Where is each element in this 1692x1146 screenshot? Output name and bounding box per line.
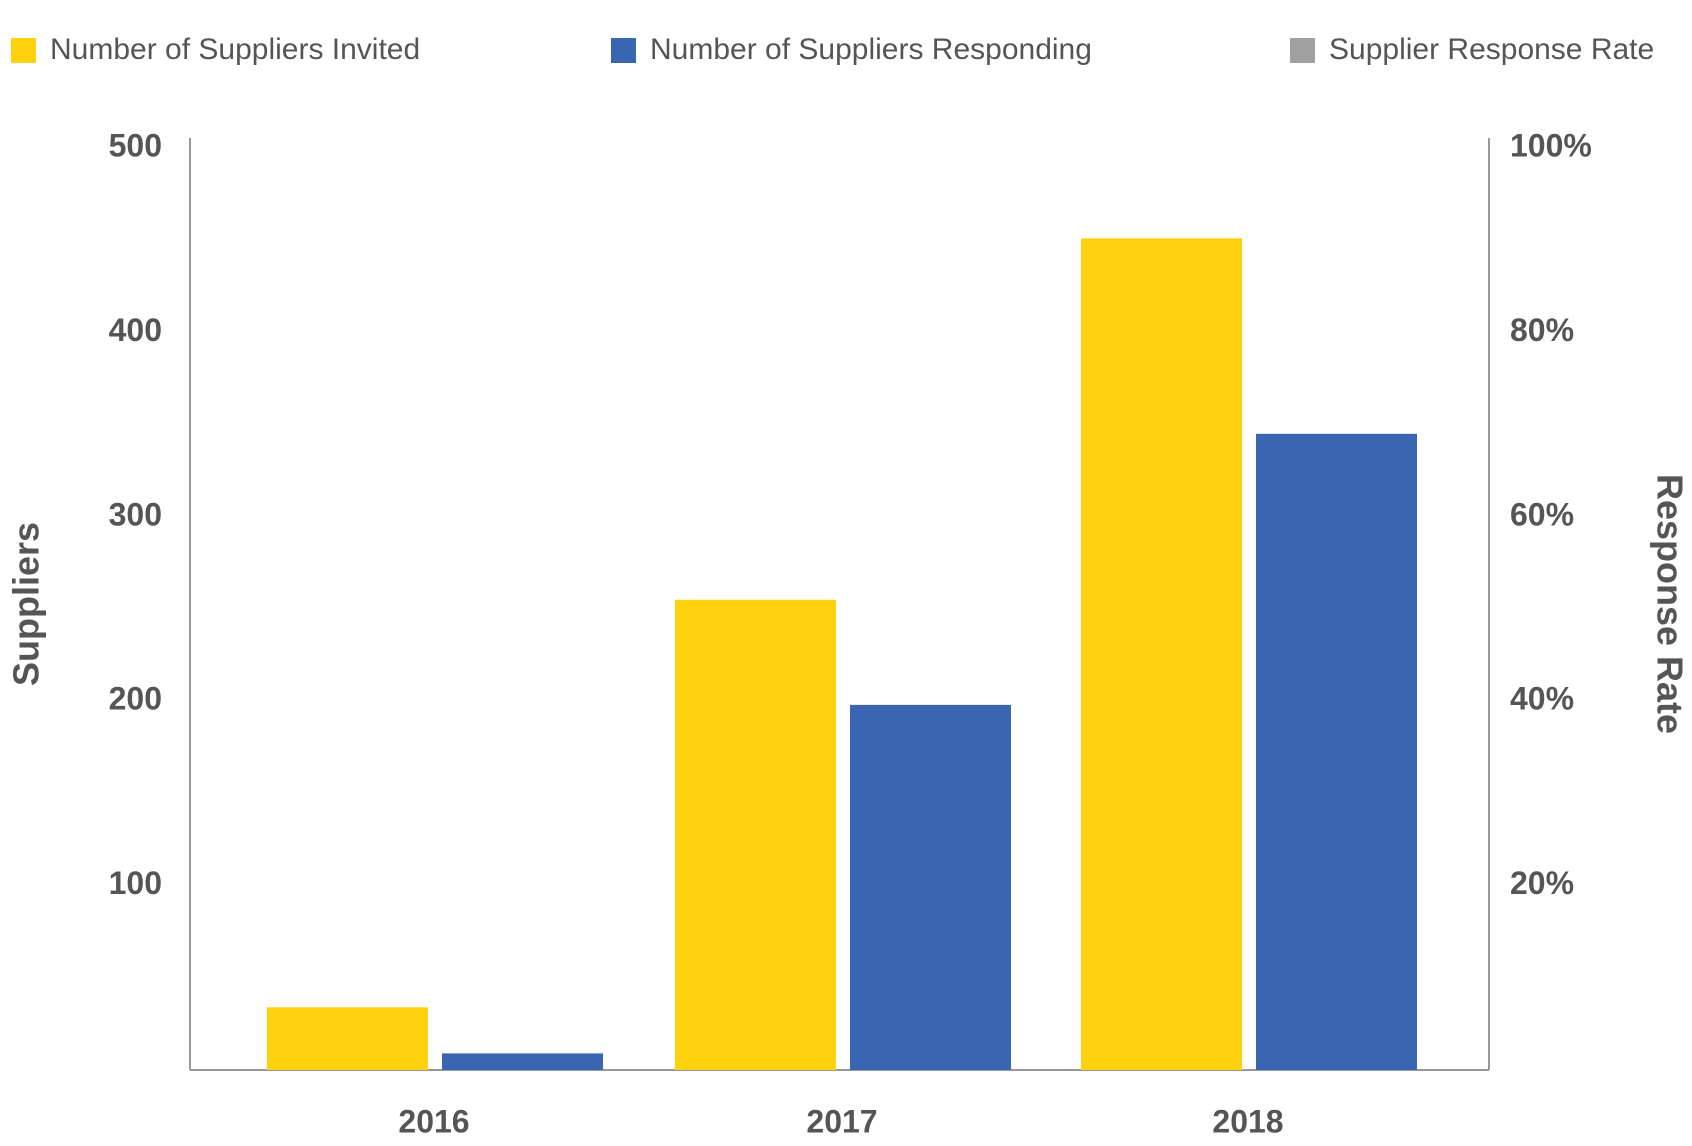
y-tick-label: 300 bbox=[109, 496, 162, 532]
legend-label: Number of Suppliers Responding bbox=[650, 33, 1092, 66]
y2-tick-label: 60% bbox=[1510, 496, 1574, 532]
x-tick-label: 2016 bbox=[398, 1103, 469, 1139]
legend-swatch bbox=[1290, 38, 1315, 63]
y-tick-label: 100 bbox=[109, 865, 162, 901]
y-tick-label: 400 bbox=[109, 312, 162, 348]
y2-tick-label: 80% bbox=[1510, 312, 1574, 348]
y-tick-label: 200 bbox=[109, 681, 162, 717]
y-tick-label: 500 bbox=[109, 127, 162, 163]
legend-label: Number of Suppliers Invited bbox=[50, 33, 420, 66]
legend-label: Supplier Response Rate bbox=[1329, 33, 1654, 66]
bar bbox=[267, 1007, 428, 1070]
y2-tick-label: 40% bbox=[1510, 681, 1574, 717]
bar bbox=[1081, 238, 1242, 1070]
bar bbox=[675, 599, 836, 1070]
x-tick-label: 2018 bbox=[1212, 1103, 1283, 1139]
legend-swatch bbox=[611, 38, 636, 63]
bar bbox=[850, 704, 1011, 1070]
x-tick-label: 2017 bbox=[806, 1103, 877, 1139]
y-axis-title: Suppliers bbox=[6, 522, 47, 686]
legend-swatch bbox=[11, 38, 36, 63]
bar bbox=[1256, 433, 1417, 1070]
y2-tick-label: 20% bbox=[1510, 865, 1574, 901]
y2-tick-label: 100% bbox=[1510, 127, 1592, 163]
y2-axis-title: Response Rate bbox=[1649, 474, 1690, 734]
bar bbox=[442, 1053, 603, 1070]
